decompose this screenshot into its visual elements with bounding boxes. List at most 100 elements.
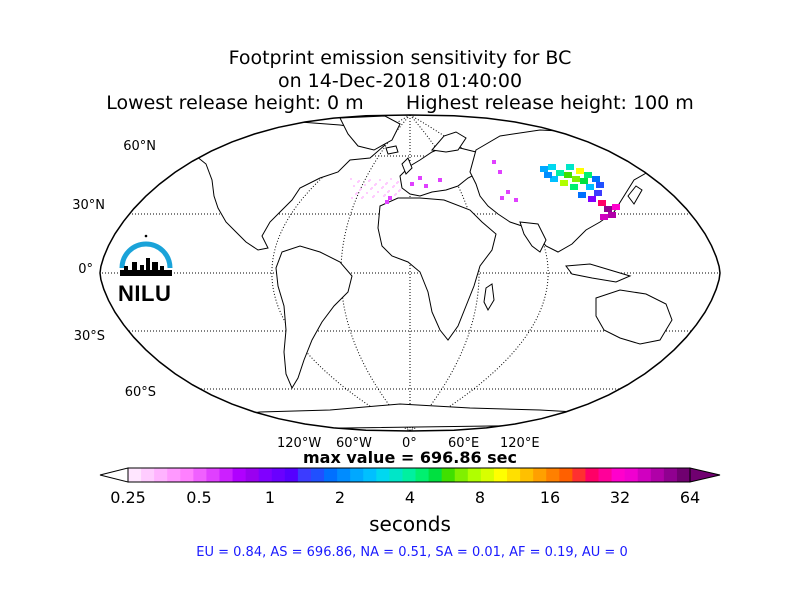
colorbar-swatch	[180, 468, 194, 482]
lat-label-60n: 60°N	[123, 139, 156, 154]
colorbar-swatch	[428, 468, 443, 482]
lon-label-0: 0°	[402, 436, 417, 451]
colorbar-tick: 16	[539, 488, 561, 507]
plume-cell	[375, 183, 377, 185]
plume-cell	[366, 192, 368, 194]
plume-cell	[384, 194, 386, 196]
colorbar-swatch	[533, 468, 547, 482]
colorbar-swatch	[350, 468, 364, 482]
colorbar-swatch	[441, 468, 456, 482]
plume-cell	[350, 178, 352, 180]
plume-cell	[388, 190, 390, 192]
colorbar	[99, 467, 721, 483]
globe-outline	[99, 114, 721, 432]
colorbar-under-extension	[99, 467, 129, 483]
colorbar-swatch	[232, 468, 247, 482]
colorbar-swatch	[507, 468, 521, 482]
colorbar-swatch	[284, 468, 299, 482]
plume-cell	[377, 191, 379, 193]
region-summary: EU = 0.84, AS = 696.86, NA = 0.51, SA = …	[196, 545, 628, 560]
lon-label-120e: 120°E	[500, 436, 540, 451]
plume-cell	[385, 200, 389, 204]
plume-cell	[373, 195, 375, 197]
footprint-plume	[350, 160, 620, 220]
lon-label-120w: 120°W	[277, 436, 322, 451]
colorbar-swatch	[467, 468, 482, 482]
plume-cell	[410, 182, 414, 186]
colorbar-swatch	[663, 468, 678, 482]
colorbar-tick: 0.5	[186, 488, 212, 507]
colorbar-swatch	[376, 468, 390, 482]
colorbar-swatch	[650, 468, 665, 482]
plume-cell	[364, 184, 366, 186]
colorbar-swatch	[624, 468, 639, 482]
colorbar-swatch	[415, 468, 430, 482]
plume-cell	[598, 200, 606, 206]
colorbar-swatch	[271, 468, 286, 482]
india	[519, 221, 547, 253]
plume-cell	[578, 192, 586, 198]
max-value-label: max value = 696.86 sec	[302, 448, 518, 467]
colorbar-swatch	[206, 468, 220, 482]
plume-cell	[588, 196, 596, 202]
plume-cell	[514, 198, 518, 202]
colorbar-swatch	[258, 468, 273, 482]
plume-cell	[386, 182, 388, 184]
colorbar-swatch	[611, 468, 626, 482]
plume-cell	[395, 193, 397, 195]
colorbar-tick: 1	[264, 488, 276, 507]
plume-cell	[379, 179, 381, 181]
plume-cell	[604, 206, 612, 212]
colorbar-swatch	[389, 468, 403, 482]
colorbar-swatch	[598, 468, 613, 482]
plume-cell	[600, 214, 608, 220]
colorbar-tick: 32	[609, 488, 631, 507]
plume-cell	[424, 184, 428, 188]
plume-cell	[390, 178, 392, 180]
colorbar-tick: 64	[679, 488, 701, 507]
colorbar-swatch	[480, 468, 495, 482]
plume-cell	[353, 185, 355, 187]
plume-cell	[397, 181, 399, 183]
plume-cell	[393, 185, 395, 187]
plume-cell	[548, 164, 556, 170]
map-title-line-2: on 14-Dec-2018 01:40:00	[277, 70, 523, 92]
lon-label-60e: 60°E	[448, 436, 480, 451]
plume-cell	[586, 184, 594, 190]
colorbar-swatch	[559, 468, 573, 482]
colorbar-swatch	[154, 468, 168, 482]
colorbar-swatch	[493, 468, 508, 482]
plume-cell	[544, 172, 552, 178]
plume-cell	[438, 178, 442, 182]
plume-cell	[388, 196, 392, 200]
plume-cell	[498, 170, 502, 174]
uk	[401, 157, 413, 175]
colorbar-swatch	[128, 468, 142, 482]
plume-cell	[570, 184, 578, 190]
plume-cell	[360, 188, 362, 190]
colorbar-swatch	[167, 468, 181, 482]
colorbar-swatch	[454, 468, 469, 482]
plume-cell	[540, 166, 548, 172]
colorbar-swatch	[324, 468, 338, 482]
colorbar-swatch	[676, 468, 691, 482]
colorbar-swatch	[572, 468, 586, 482]
plume-cell	[506, 190, 510, 194]
colorbar-swatch	[520, 468, 534, 482]
plume-cell	[592, 176, 600, 182]
japan	[627, 185, 643, 205]
plume-cell	[564, 172, 572, 178]
colorbar-over-extension	[689, 467, 721, 483]
scandinavia	[431, 131, 467, 153]
map-title-line-1: Footprint emission sensitivity for BC	[228, 47, 572, 69]
colorbar-swatch	[363, 468, 377, 482]
colorbar-swatch	[193, 468, 207, 482]
nilu-logo-text: NILU	[118, 281, 172, 306]
plume-cell	[418, 176, 422, 180]
plume-cell	[560, 180, 568, 186]
colorbar-swatch	[637, 468, 652, 482]
africa	[377, 197, 497, 341]
plume-cell	[356, 192, 358, 194]
plume-cell	[399, 189, 401, 191]
